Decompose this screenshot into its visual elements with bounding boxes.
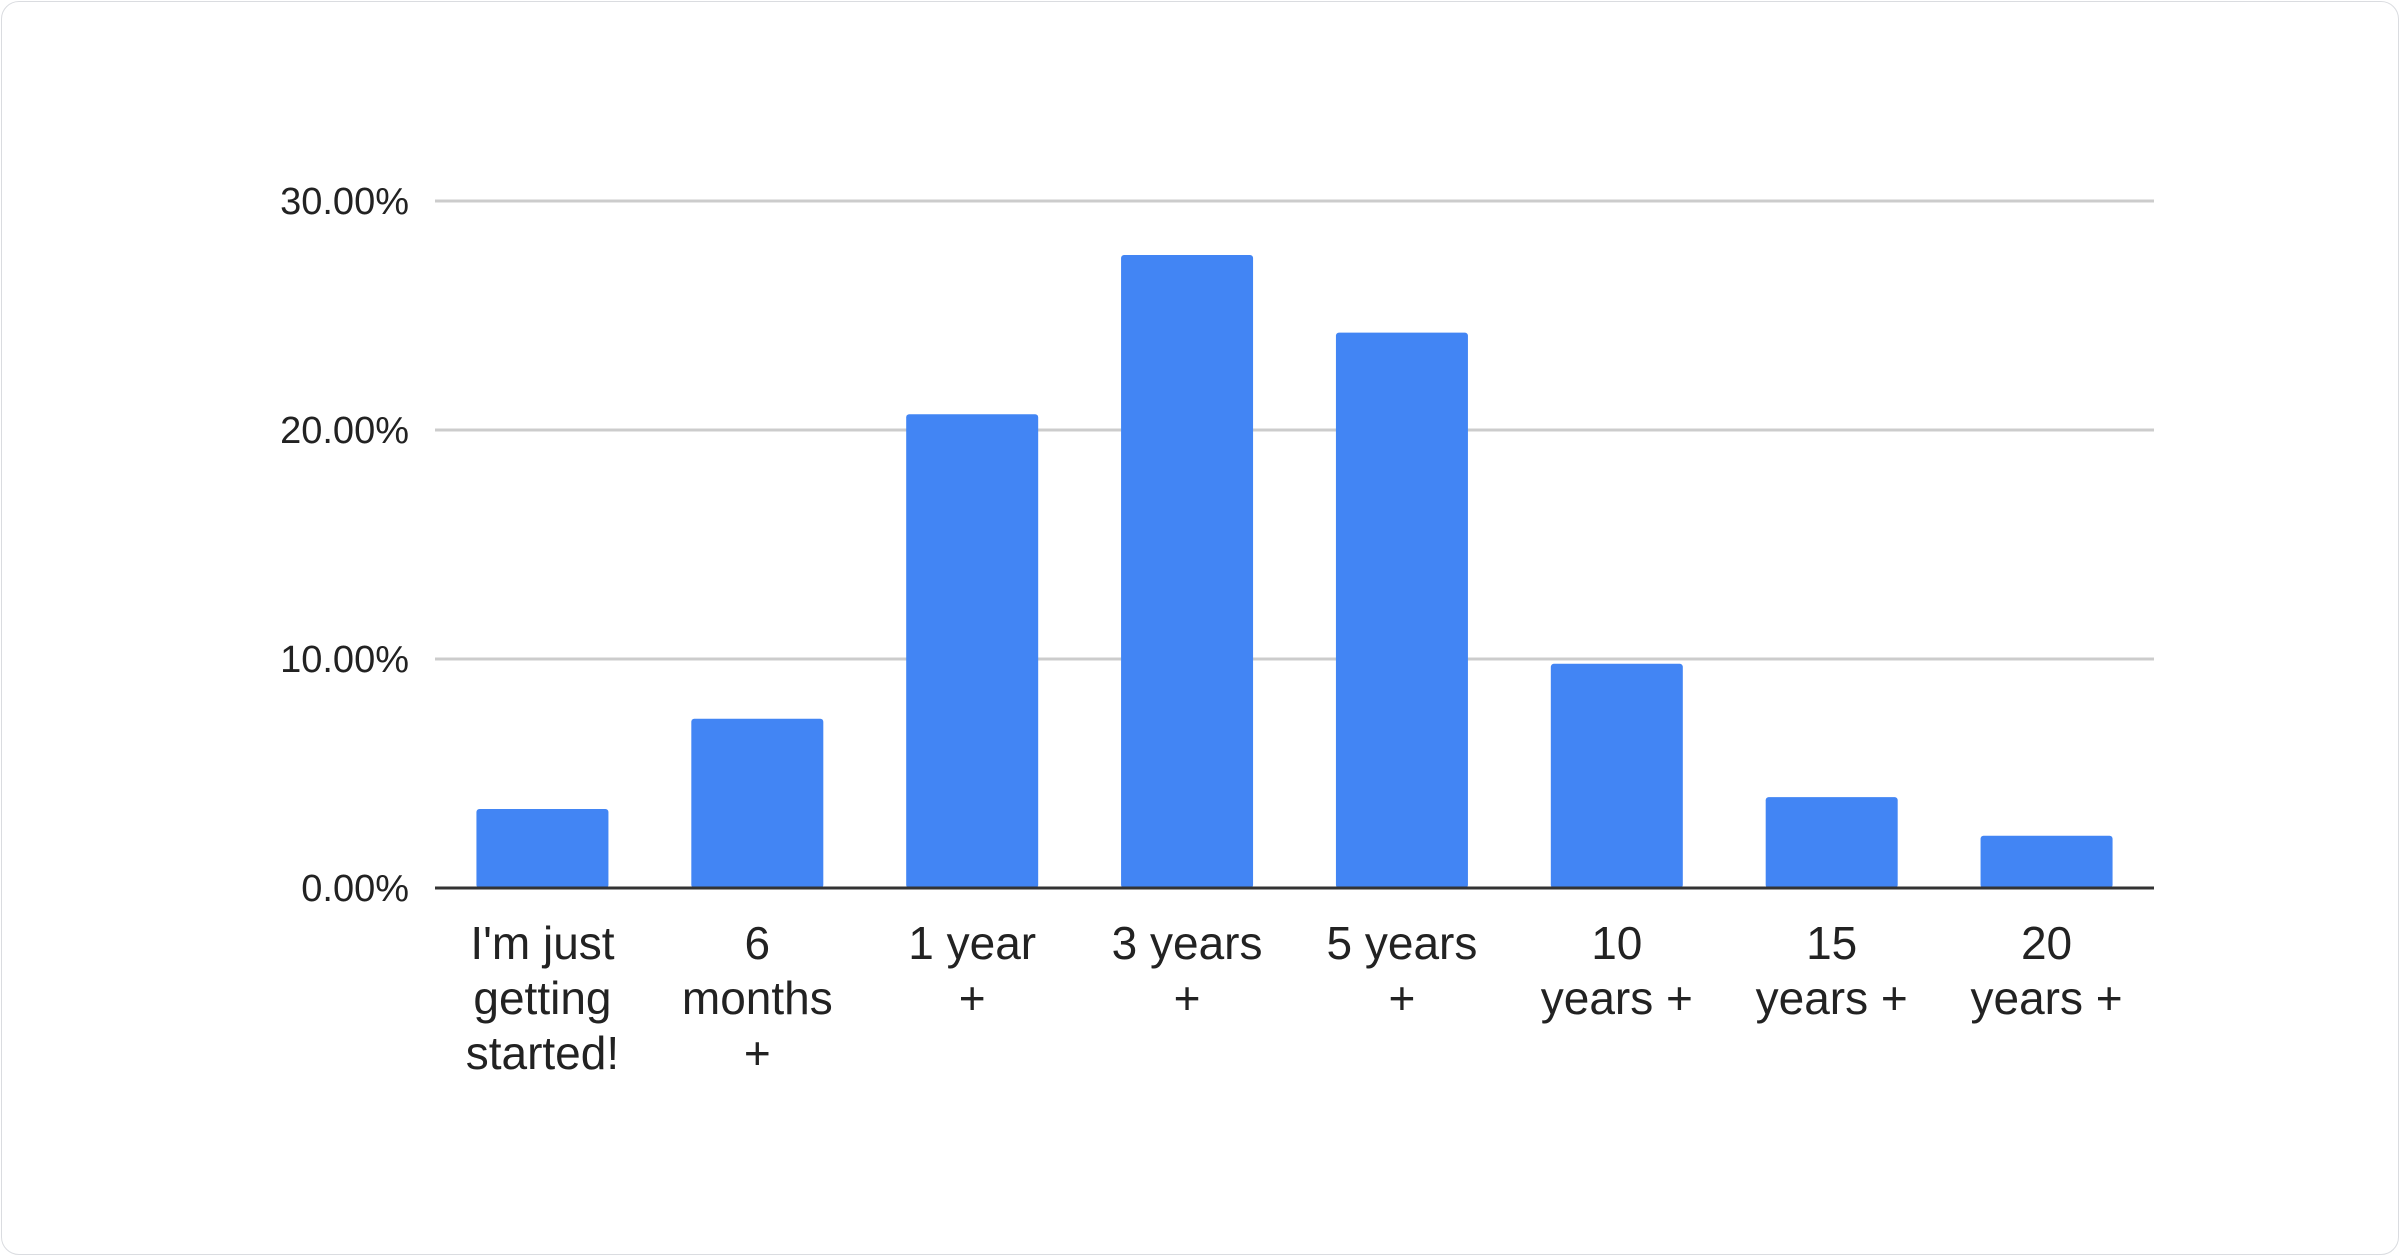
x-tick-label: years +: [1541, 972, 1693, 1024]
y-tick-label: 20.00%: [280, 410, 409, 452]
x-tick-label: 3 years: [1112, 917, 1263, 969]
x-tick-label: +: [1389, 972, 1416, 1024]
x-tick-label: I'm just: [470, 917, 614, 969]
x-tick-label: years +: [1970, 972, 2122, 1024]
bar: [906, 414, 1039, 888]
x-tick-label: 10: [1591, 917, 1642, 969]
x-tick-label: 1 year: [908, 917, 1036, 969]
bar: [691, 718, 824, 888]
x-tick-label: 15: [1806, 917, 1857, 969]
x-tick-label: getting: [473, 972, 611, 1024]
bar: [1765, 797, 1898, 888]
x-tick-label: +: [744, 1027, 771, 1079]
y-tick-label: 0.00%: [301, 868, 409, 910]
bar: [1121, 255, 1254, 888]
x-tick-label: started!: [466, 1027, 619, 1079]
bar: [1335, 332, 1468, 888]
x-tick-label: +: [1174, 972, 1201, 1024]
bar: [476, 808, 609, 888]
x-tick-label: months: [682, 972, 833, 1024]
x-tick-label: 20: [2021, 917, 2072, 969]
y-tick-label: 30.00%: [280, 181, 409, 223]
x-tick-label: +: [959, 972, 986, 1024]
x-tick-label: years +: [1756, 972, 1908, 1024]
bar: [1980, 835, 2113, 888]
y-tick-label: 10.00%: [280, 639, 409, 681]
x-tick-label: 5 years: [1327, 917, 1478, 969]
x-tick-label: 6: [745, 917, 771, 969]
bar: [1550, 663, 1683, 888]
